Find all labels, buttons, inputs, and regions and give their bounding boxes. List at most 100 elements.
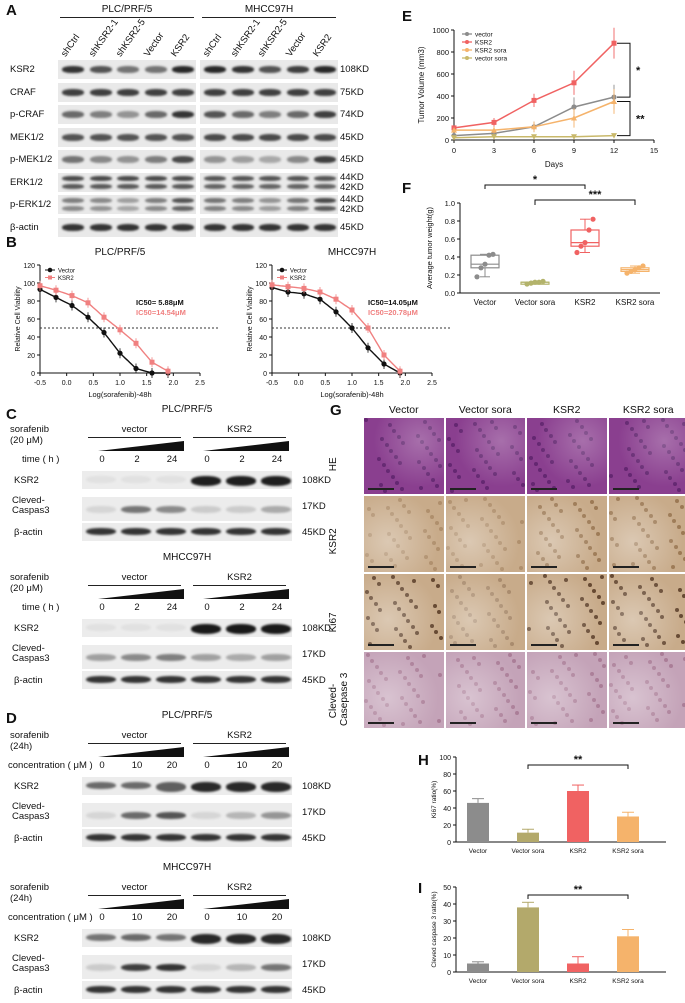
cell-texture [682,557,685,561]
cell-texture [583,540,588,544]
cell-texture [583,577,587,581]
cell-texture [458,538,462,542]
blot-band [231,206,254,211]
cell-texture [601,601,605,605]
cell-texture [587,483,591,487]
cell-texture [580,597,584,601]
cell-texture [494,707,498,711]
y-tick-label: 20 [443,936,451,943]
blot-band [286,156,309,163]
tissue-highlight [445,652,525,728]
cell-texture [388,558,393,562]
blot-band [261,676,291,683]
histology-image [527,652,607,728]
cell-texture [592,552,597,556]
cell-texture [543,574,547,578]
blot-band [314,223,336,231]
y-tick-label: 80 [259,299,267,306]
cell-texture [421,466,426,470]
cell-texture [599,575,604,579]
cell-texture [640,465,644,469]
cell-texture [435,584,440,588]
data-point [301,285,307,291]
cell-texture [537,505,542,509]
blot-band [261,476,291,486]
cell-texture [433,567,437,571]
cell-texture [643,445,647,449]
size-label: 45KD [340,221,364,233]
panel-b-plc-chart: PLC/PRF/5 0 20 40 60 80 100 120 -0.5 0.0 0.5 1.0 1.5… [15,247,220,399]
blot-band [121,624,151,631]
size-label: 17KD [302,649,326,660]
blot-band [191,986,221,993]
group-label: KSR2 [227,730,252,741]
cell-texture [387,532,391,536]
blot-band [226,476,256,486]
size-label: 45KD [302,985,326,996]
blot-band [286,183,309,189]
blot-band [121,506,151,513]
blot-band [226,506,256,513]
scale-bar [612,488,639,490]
cell-texture [462,544,467,548]
cell-texture [459,601,463,605]
panel-f-tumor-weight-chart: 0.0 0.2 0.4 0.6 0.8 1.0 Average tumor weight(g… [425,174,660,307]
y-tick-label: 0.4 [445,253,455,262]
cell-texture [683,620,685,624]
cell-texture [449,489,454,493]
group-title: PLC/PRF/5 [101,4,153,15]
cell-texture [567,630,571,634]
axis-label: concentration ( μM ) [8,760,93,771]
tissue-highlight [445,418,525,494]
cell-texture [379,671,383,675]
cell-texture [613,689,618,693]
blot-band [204,111,226,118]
cell-texture [364,699,368,703]
cell-texture [384,552,388,556]
cell-texture [563,687,568,691]
tissue-highlight [527,574,607,650]
lane-value: 0 [99,760,105,771]
cell-texture [411,688,416,692]
significance-mark: * [636,65,641,77]
cell-texture [428,561,433,565]
lane-label: KSR2 [310,32,335,59]
row-label: KSR2 [328,528,339,555]
cell-texture [494,598,499,602]
group-line [193,585,286,586]
scale-bar [531,644,557,646]
panel-h-label: H [418,752,429,769]
category-label: KSR2 [570,848,587,855]
panel-h-ki67-chart: 0 20 40 60 80 100 Ki67 ratio(%) Vector Vector so… [431,754,666,855]
y-tick-label: 120 [23,263,35,270]
blot-band [204,206,226,211]
blot-band [86,476,116,483]
cell-texture [533,462,538,466]
group-label: vector [121,424,148,435]
y-tick-label: 20 [27,353,35,360]
cell-texture [632,516,636,520]
cell-texture [589,609,593,613]
size-label: 108KD [302,933,332,944]
size-label: 108KD [302,475,332,486]
blot-band [286,206,309,211]
cell-texture [512,659,516,663]
cell-texture [473,682,478,686]
cell-texture [596,704,600,708]
histology-image [608,496,685,572]
blot-band [62,133,84,141]
cell-texture [588,546,592,550]
cell-texture [448,635,453,639]
size-label: 108KD [302,781,332,792]
cell-texture [506,699,510,703]
blot-band [121,812,151,819]
gradient-wedge [98,899,184,909]
blot-band [172,66,194,73]
data-point [53,287,59,293]
cell-texture [632,479,637,483]
cell-texture [423,420,427,424]
cell-texture [450,552,455,556]
data-point [540,278,546,284]
cell-texture [628,661,633,665]
cell-texture [554,503,558,507]
